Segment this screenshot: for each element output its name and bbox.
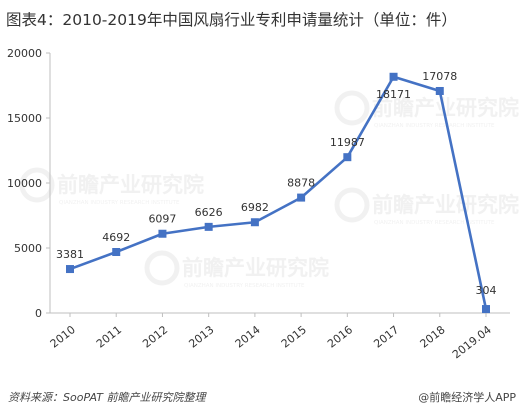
data-point	[204, 222, 213, 231]
x-tick-label: 2010	[48, 323, 78, 350]
x-tick-label: 2012	[140, 323, 170, 350]
x-tick-label: 2014	[233, 323, 263, 350]
data-label: 304	[476, 284, 497, 297]
data-point	[435, 86, 444, 95]
y-tick-label: 0	[35, 307, 42, 320]
y-tick-label: 5000	[14, 242, 42, 255]
x-tick-label: 2017	[371, 323, 401, 350]
y-tick-label: 10000	[7, 177, 42, 190]
data-label: 18171	[376, 88, 411, 101]
data-point	[66, 265, 74, 274]
source-note: 资料来源：SooPAT 前瞻产业研究院整理	[8, 391, 206, 404]
data-point	[158, 229, 167, 238]
data-point	[482, 305, 490, 314]
y-tick-label: 15000	[7, 112, 42, 125]
data-label: 6626	[195, 206, 223, 219]
x-tick-label: 2018	[418, 323, 448, 350]
data-point	[297, 193, 306, 202]
x-tick-label: 2016	[325, 323, 355, 350]
x-tick-label: 2011	[94, 323, 124, 350]
x-tick-label: 2013	[186, 323, 216, 350]
data-point	[343, 153, 352, 162]
data-label: 4692	[102, 231, 130, 244]
data-label: 17078	[422, 70, 457, 83]
data-label: 6097	[148, 213, 176, 226]
data-label: 8878	[287, 177, 315, 190]
data-point	[389, 72, 398, 81]
data-point	[112, 248, 121, 257]
x-tick-label: 2015	[279, 323, 309, 350]
y-tick-label: 20000	[7, 47, 42, 60]
data-label: 6982	[241, 201, 269, 214]
series-line	[69, 75, 488, 310]
chart-title: 图表4：2010-2019年中国风扇行业专利申请量统计（单位：件）	[6, 11, 457, 29]
data-label: 3381	[56, 248, 84, 261]
brand-note: @前瞻经济学人APP	[418, 391, 516, 404]
x-tick-label: 2019.04	[450, 323, 494, 361]
data-label: 11987	[330, 136, 365, 149]
data-point	[250, 218, 259, 227]
